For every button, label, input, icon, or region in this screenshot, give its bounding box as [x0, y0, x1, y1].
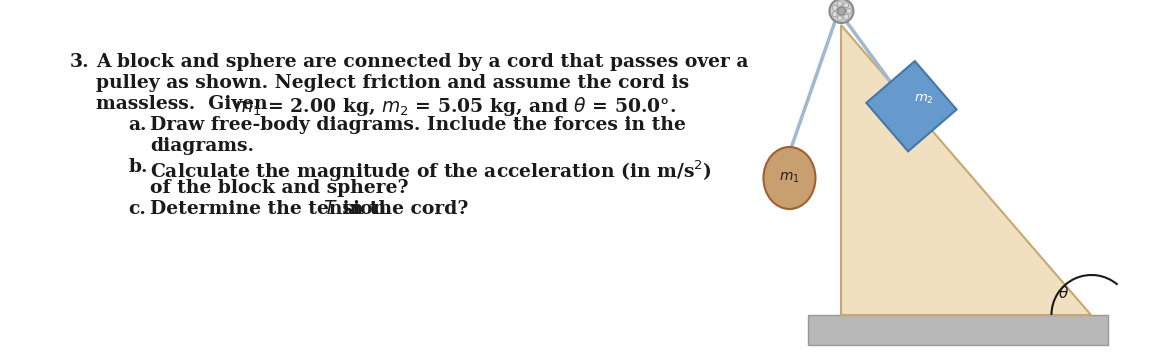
Text: Determine the tension: Determine the tension	[150, 200, 392, 218]
Text: a.: a.	[129, 116, 147, 134]
Text: $\theta$: $\theta$	[1058, 285, 1069, 301]
Text: 3.: 3.	[70, 53, 90, 71]
Text: $m_1$ = 2.00 kg, $m_2$ = 5.05 kg, and $\theta$ = 50.0°.: $m_1$ = 2.00 kg, $m_2$ = 5.05 kg, and $\…	[234, 95, 676, 118]
Text: in the cord?: in the cord?	[336, 200, 468, 218]
Circle shape	[838, 7, 846, 15]
Text: of the block and sphere?: of the block and sphere?	[150, 179, 408, 197]
Circle shape	[844, 2, 848, 8]
Text: A block and sphere are connected by a cord that passes over a: A block and sphere are connected by a co…	[96, 53, 749, 71]
Circle shape	[846, 8, 852, 13]
Circle shape	[844, 14, 848, 19]
Circle shape	[838, 1, 842, 6]
Text: $m_1$: $m_1$	[779, 171, 800, 185]
Text: b.: b.	[129, 158, 149, 176]
Text: c.: c.	[129, 200, 146, 218]
Text: $m_2$: $m_2$	[914, 94, 934, 107]
Bar	[808, 315, 1108, 345]
Text: Draw free-body diagrams. Include the forces in the: Draw free-body diagrams. Include the for…	[150, 116, 686, 134]
Circle shape	[830, 0, 853, 23]
Circle shape	[832, 5, 838, 10]
Circle shape	[838, 16, 842, 21]
Text: $T$: $T$	[323, 200, 338, 218]
Text: pulley as shown. Neglect friction and assume the cord is: pulley as shown. Neglect friction and as…	[96, 74, 689, 92]
Text: Calculate the magnitude of the acceleration (in m/s$^2$): Calculate the magnitude of the accelerat…	[150, 158, 711, 184]
Polygon shape	[841, 25, 1092, 315]
Ellipse shape	[764, 147, 815, 209]
Circle shape	[832, 12, 838, 17]
Text: diagrams.: diagrams.	[150, 137, 254, 155]
Text: massless.  Given: massless. Given	[96, 95, 274, 113]
Polygon shape	[866, 61, 957, 151]
